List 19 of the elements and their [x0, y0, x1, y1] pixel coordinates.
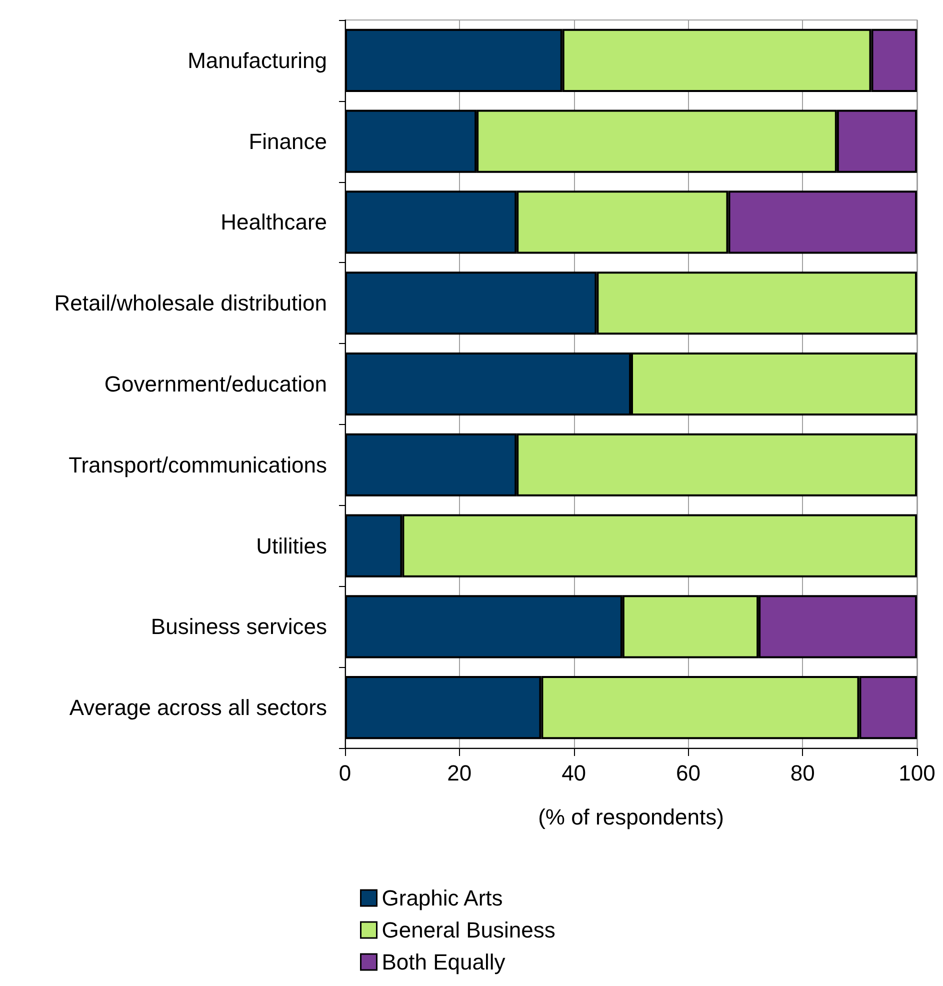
x-tick-label: 80 — [790, 760, 815, 786]
y-tick-label: Business services — [150, 614, 327, 640]
x-tick-label: 0 — [338, 760, 352, 786]
x-tick-label: 60 — [676, 760, 700, 786]
y-tick-label: Transport/communications — [68, 452, 327, 478]
legend-label: General Business — [382, 918, 556, 942]
legend-label: Both Equally — [382, 950, 506, 974]
legend-label: Graphic Arts — [382, 886, 503, 910]
x-axis-title: (% of respondents) — [538, 804, 724, 830]
y-tick-label: Government/education — [104, 372, 327, 396]
y-tick-label: Retail/wholesale distribution — [54, 290, 327, 316]
x-tick-label: 20 — [447, 760, 472, 786]
y-tick-label: Utilities — [256, 533, 327, 558]
y-tick-label: Average across all sectors — [69, 695, 327, 720]
x-tick-label: 40 — [562, 760, 586, 786]
x-tick-label: 100 — [898, 760, 936, 786]
y-tick-label: Finance — [248, 128, 327, 154]
y-tick-label: Healthcare — [220, 210, 327, 235]
y-tick-label: Manufacturing — [188, 48, 327, 73]
